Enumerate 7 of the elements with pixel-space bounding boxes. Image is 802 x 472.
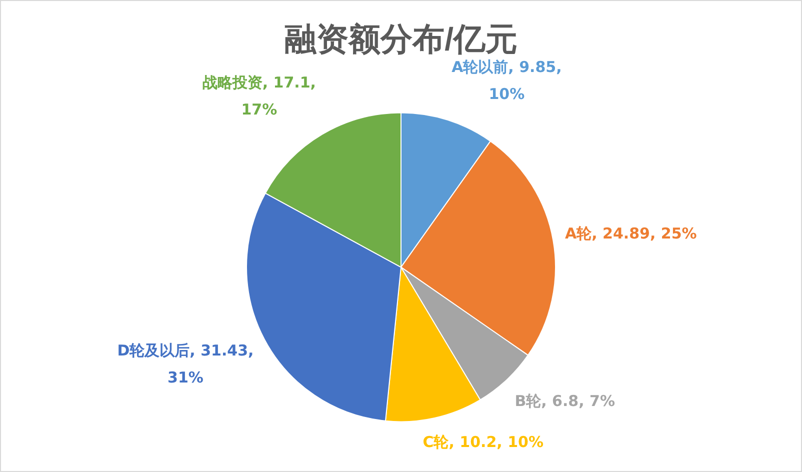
slice-label: A轮以前, 9.85, 10% [452, 58, 562, 103]
slice-label: B轮, 6.8, 7% [514, 392, 616, 410]
chart-title: 融资额分布/亿元 [284, 21, 518, 58]
slice-label: C轮, 10.2, 10% [422, 433, 544, 452]
slice-label: D轮及以后, 31.43, 31% [117, 341, 254, 386]
slice-label: A轮, 24.89, 25% [564, 224, 697, 243]
slice-label: 战略投资, 17.1, 17% [202, 73, 316, 118]
